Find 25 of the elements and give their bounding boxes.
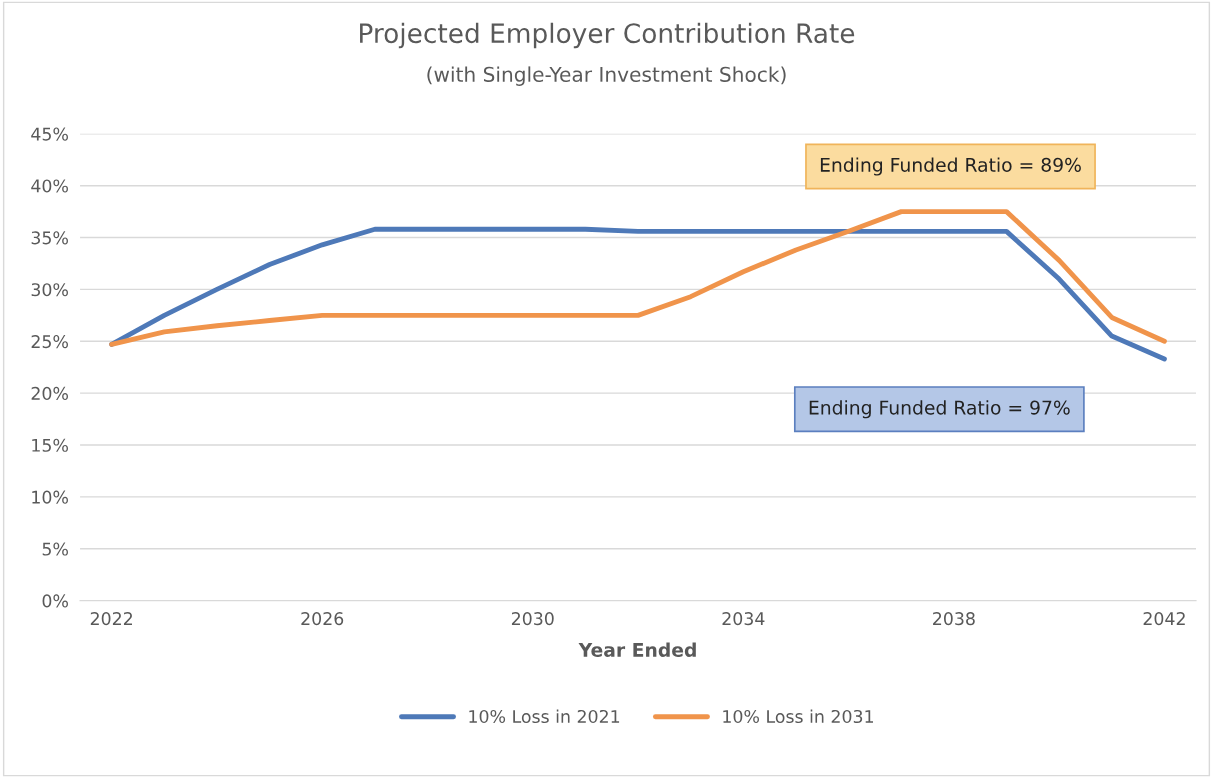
annotation: Ending Funded Ratio = 89% [820,157,1081,176]
x-axis-title: Year Ended [578,642,696,657]
y-tick-label: 40% [31,179,68,193]
y-tick-label: 0% [42,594,68,608]
legend-label: 10% Loss in 2021 [469,709,620,724]
y-tick-label: 45% [31,127,68,141]
x-tick-label: 2030 [511,612,554,626]
y-tick-label: 25% [31,334,68,349]
chart-subtitle: (with Single-Year Investment Shock) [427,66,786,86]
x-tick-label: 2022 [90,612,132,626]
chart-title: Projected Employer Contribution Rate [360,22,855,49]
line-series [109,209,1167,347]
x-tick-label: 2042 [1143,612,1185,626]
y-tick-label: 15% [32,438,68,452]
legend-label: 10% Loss in 2031 [723,709,873,724]
y-tick-label: 35% [31,231,68,245]
y-tick-label: 5% [42,542,68,556]
line-series [109,226,1167,362]
y-tick-label: 30% [31,283,68,297]
y-tick-label: 10% [32,490,68,504]
x-tick-label: 2034 [722,612,765,626]
y-tick-label: 20% [31,386,68,400]
annotation: Ending Funded Ratio = 97% [809,400,1070,419]
x-tick-label: 2038 [933,612,975,626]
x-tick-label: 2026 [301,612,344,626]
